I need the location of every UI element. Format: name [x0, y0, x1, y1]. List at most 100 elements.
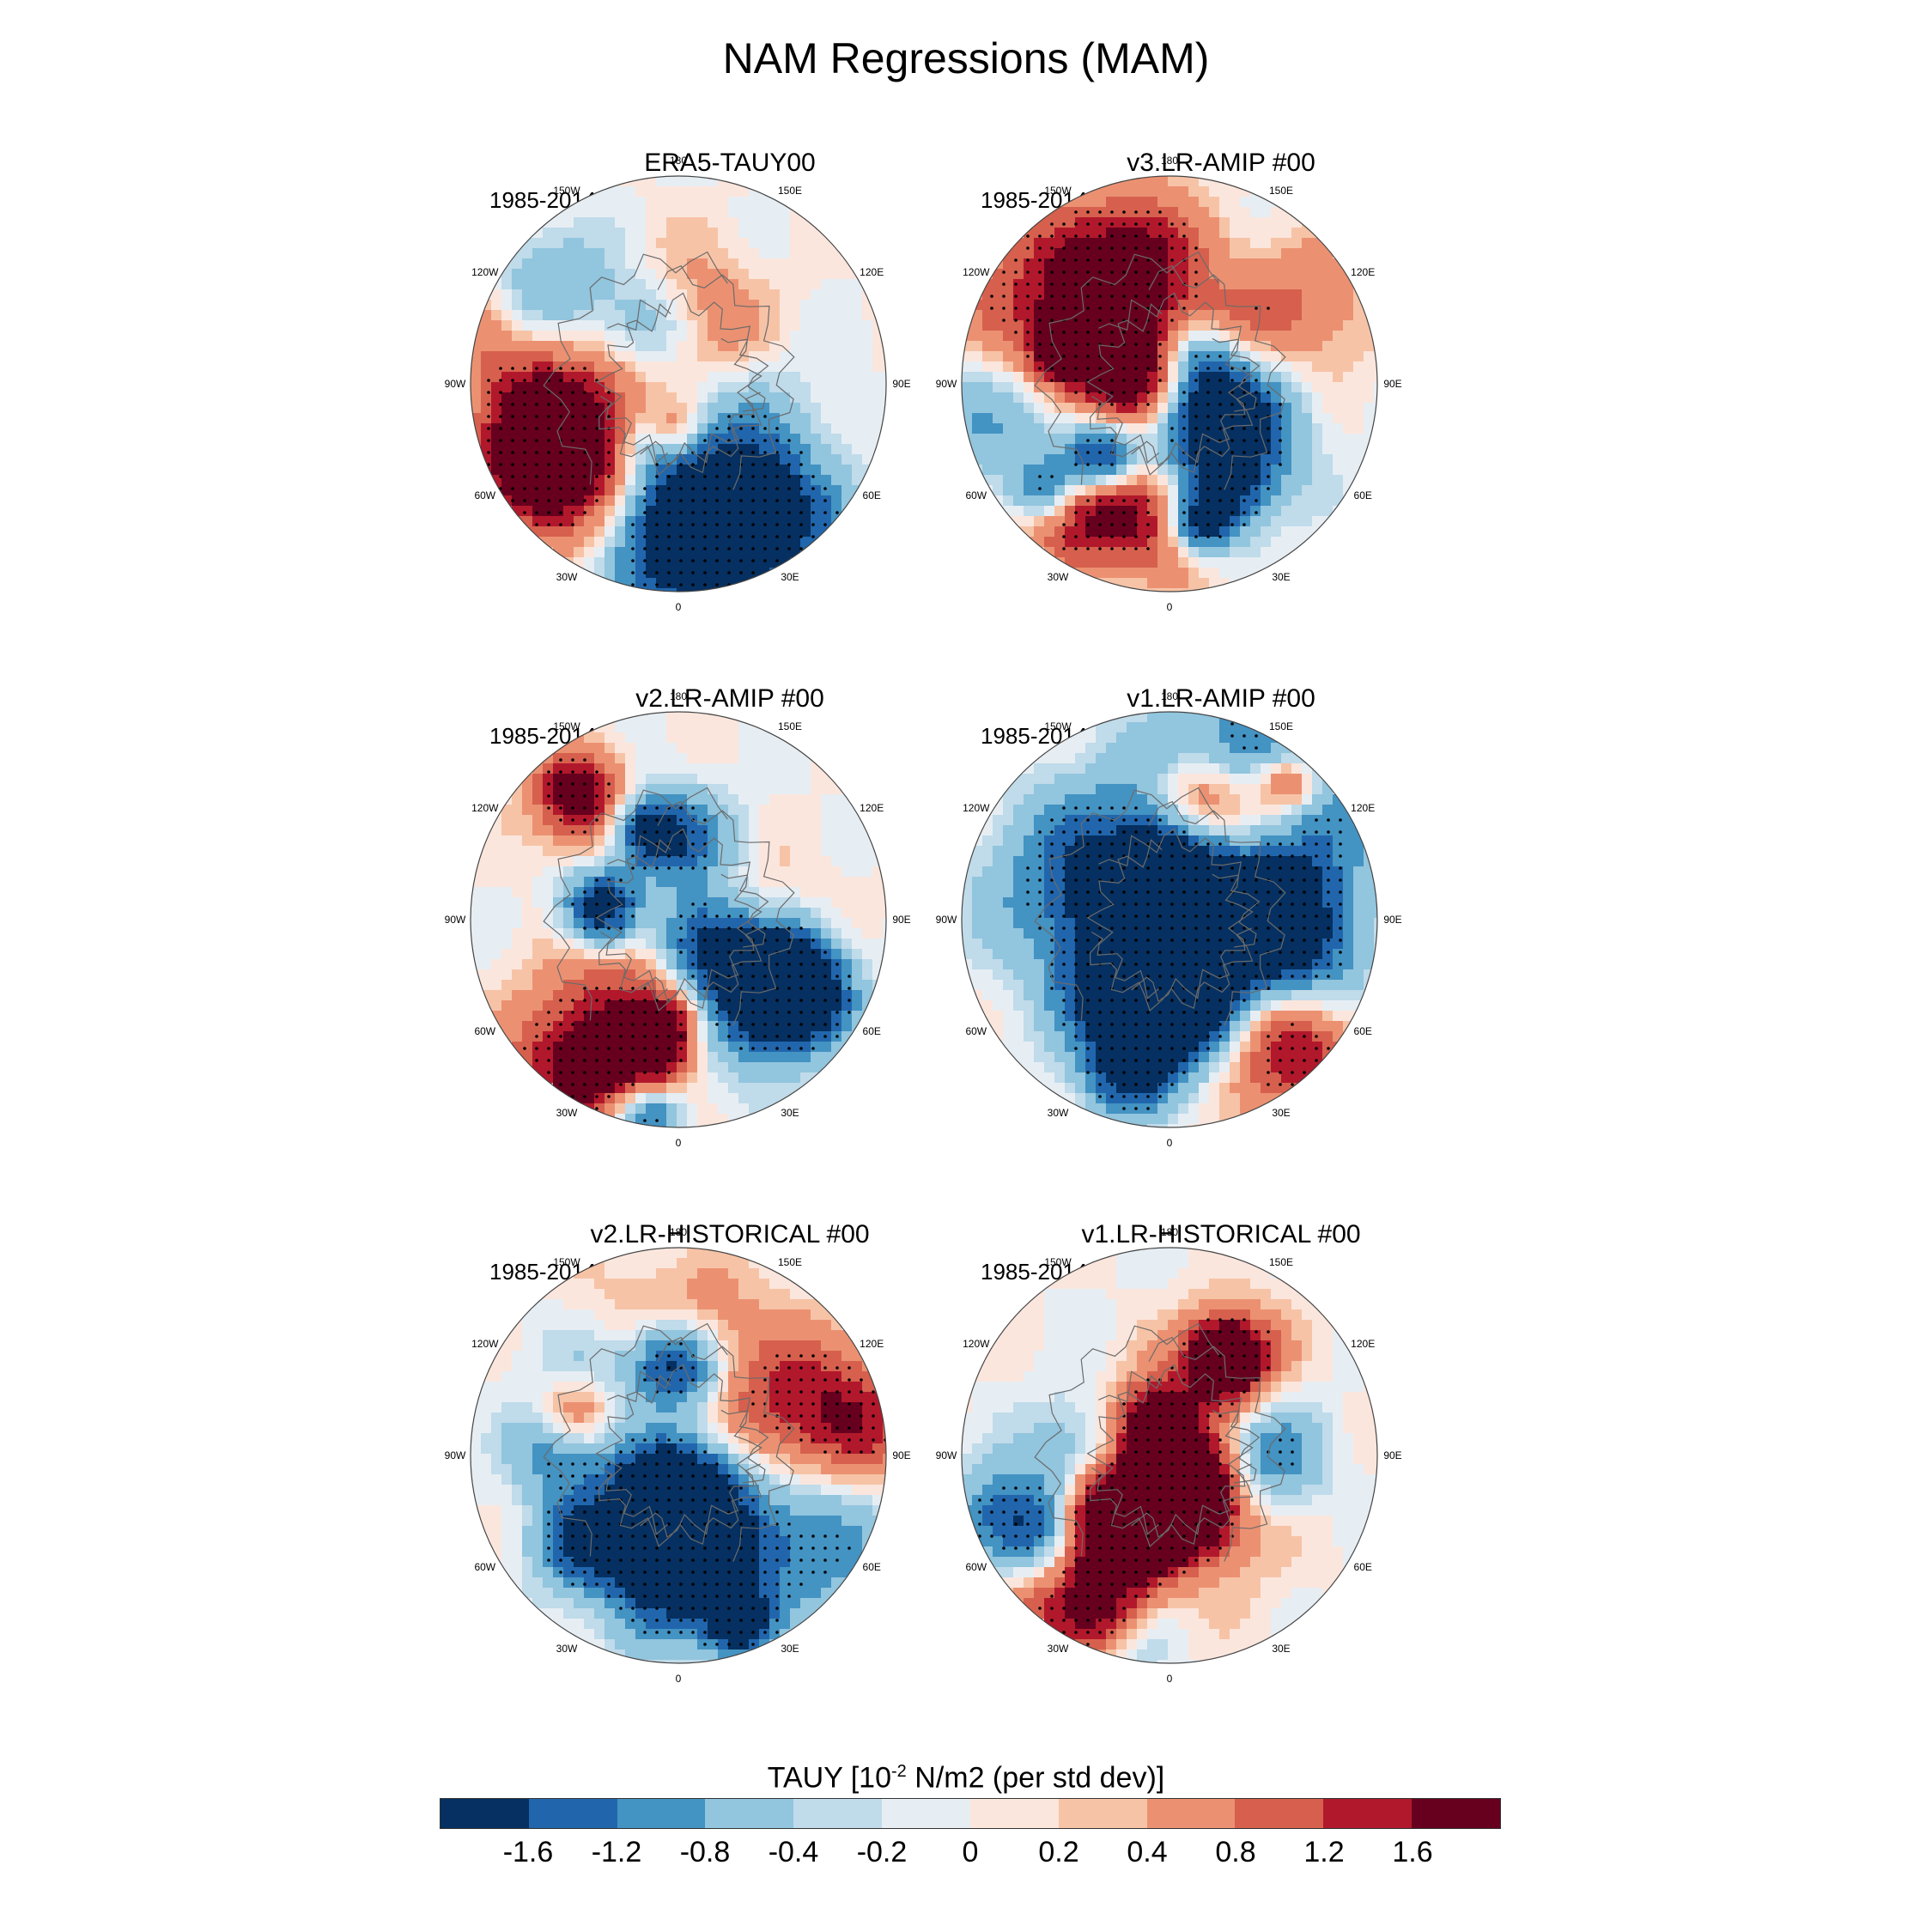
- field-cell: [625, 258, 636, 270]
- stipple-dot: [1062, 355, 1066, 358]
- stipple-dot: [1194, 451, 1198, 454]
- field-cell: [831, 928, 842, 939]
- field-cell: [1240, 320, 1251, 331]
- field-cell: [646, 866, 657, 878]
- field-cell: [852, 341, 863, 352]
- field-cell: [800, 939, 811, 950]
- stipple-dot: [763, 523, 767, 526]
- field-cell: [862, 897, 873, 908]
- field-cell: [821, 300, 832, 311]
- stipple-dot: [547, 439, 550, 442]
- field-cell: [780, 300, 791, 311]
- stipple-dot: [1134, 547, 1138, 550]
- stipple-dot: [523, 487, 526, 490]
- stipple-dot: [631, 890, 635, 894]
- field-cell: [677, 578, 688, 589]
- field-cell: [666, 1000, 677, 1012]
- field-cell: [1178, 341, 1189, 352]
- field-cell: [501, 980, 513, 991]
- field-cell: [1302, 279, 1313, 290]
- stipple-dot: [1146, 547, 1150, 550]
- field-cell: [635, 186, 647, 197]
- field-cell: [1024, 434, 1035, 445]
- field-cell: [1261, 279, 1272, 290]
- field-cell: [1302, 454, 1313, 465]
- field-cell: [790, 1062, 801, 1073]
- field-cell: [1322, 506, 1334, 517]
- field-cell: [831, 392, 842, 404]
- field-cell: [1281, 403, 1292, 414]
- field-cell: [811, 897, 822, 908]
- field-cell: [1199, 238, 1210, 249]
- stipple-dot: [1206, 415, 1210, 418]
- field-cell: [1013, 526, 1024, 538]
- stipple-dot: [1194, 415, 1198, 418]
- field-cell: [563, 537, 574, 548]
- field-cell: [481, 382, 492, 393]
- field-cell: [471, 887, 482, 898]
- field-cell: [1199, 300, 1210, 311]
- field-cell: [790, 495, 801, 507]
- field-cell: [728, 835, 739, 847]
- field-cell: [501, 300, 513, 311]
- field-cell: [656, 495, 667, 507]
- field-cell: [1116, 516, 1127, 527]
- field-cell: [708, 423, 719, 434]
- field-cell: [1322, 238, 1334, 249]
- field-cell: [584, 423, 595, 434]
- field-cell: [1364, 403, 1375, 414]
- field-cell: [1271, 475, 1282, 486]
- field-cell: [553, 949, 564, 960]
- field-cell: [738, 320, 750, 331]
- field-cell: [769, 248, 781, 259]
- field-cell: [677, 557, 688, 568]
- stipple-dot: [1110, 439, 1114, 442]
- field-cell: [635, 537, 647, 548]
- field-cell: [1188, 197, 1200, 208]
- field-cell: [1219, 361, 1230, 373]
- stipple-dot: [1218, 511, 1222, 514]
- field-cell: [491, 877, 502, 888]
- field-cell: [982, 372, 993, 383]
- stipple-dot: [667, 475, 671, 478]
- field-cell: [563, 805, 574, 816]
- stipple-dot: [1062, 270, 1066, 274]
- stipple-dot: [751, 559, 755, 562]
- field-cell: [543, 1052, 554, 1063]
- field-cell: [831, 506, 842, 517]
- field-cell: [563, 846, 574, 857]
- stipple-dot: [715, 547, 719, 550]
- stipple-dot: [535, 475, 538, 478]
- field-cell: [759, 753, 770, 764]
- stipple-dot: [511, 415, 514, 418]
- field-cell: [718, 331, 729, 342]
- field-cell: [821, 289, 832, 301]
- field-cell: [1075, 475, 1086, 486]
- field-cell: [1312, 495, 1323, 507]
- field-cell: [1291, 279, 1303, 290]
- stipple-dot: [1146, 391, 1150, 394]
- field-cell: [1240, 413, 1251, 424]
- field-cell: [677, 1124, 688, 1127]
- field-cell: [972, 434, 983, 445]
- field-cell: [1106, 258, 1117, 270]
- field-cell: [1013, 238, 1024, 249]
- field-cell: [625, 269, 636, 280]
- field-cell: [522, 300, 533, 311]
- field-cell: [522, 1000, 533, 1012]
- field-cell: [1147, 207, 1158, 218]
- field-cell: [800, 990, 811, 1001]
- field-cell: [656, 434, 667, 445]
- field-cell: [625, 939, 636, 950]
- field-cell: [708, 269, 719, 280]
- field-cell: [718, 949, 729, 960]
- field-cell: [605, 382, 616, 393]
- stipple-dot: [679, 927, 683, 930]
- field-cell: [1034, 382, 1045, 393]
- field-cell: [738, 434, 750, 445]
- field-cell: [1209, 351, 1220, 362]
- field-cell: [481, 465, 492, 476]
- field-cell: [780, 1072, 791, 1084]
- field-cell: [1085, 351, 1097, 362]
- field-cell: [666, 743, 677, 754]
